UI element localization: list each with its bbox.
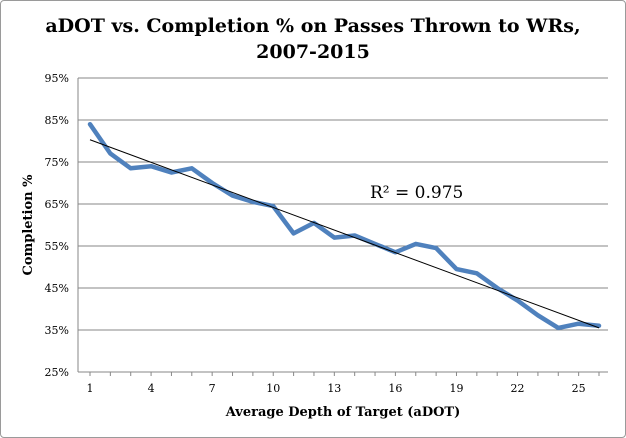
y-tick-label: 25% bbox=[45, 366, 69, 379]
x-tick-label: 25 bbox=[572, 382, 586, 395]
r-squared-annotation: R² = 0.975 bbox=[370, 183, 463, 203]
x-tick-label: 1 bbox=[87, 382, 94, 395]
y-tick-label: 35% bbox=[45, 324, 69, 337]
x-axis-title: Average Depth of Target (aDOT) bbox=[225, 405, 461, 420]
x-tick-label: 19 bbox=[449, 382, 463, 395]
x-tick-label: 7 bbox=[209, 382, 216, 395]
y-tick-label: 85% bbox=[45, 114, 69, 127]
x-tick-label: 22 bbox=[511, 382, 525, 395]
x-tick-label: 4 bbox=[148, 382, 155, 395]
x-tick-label: 16 bbox=[388, 382, 402, 395]
y-axis-title: Completion % bbox=[21, 174, 36, 276]
chart-title-line2: 2007-2015 bbox=[256, 41, 370, 63]
chart-title: aDOT vs. Completion % on Passes Thrown t… bbox=[1, 13, 625, 65]
chart-title-line1: aDOT vs. Completion % on Passes Thrown t… bbox=[45, 15, 581, 37]
x-tick-label: 13 bbox=[327, 382, 341, 395]
x-tick-label: 10 bbox=[266, 382, 280, 395]
completion-series-line bbox=[87, 121, 602, 331]
y-tick-label: 65% bbox=[45, 198, 69, 211]
trendline bbox=[89, 139, 600, 329]
y-tick-label: 55% bbox=[45, 240, 69, 253]
y-tick-label: 95% bbox=[45, 72, 69, 85]
y-tick-label: 45% bbox=[45, 282, 69, 295]
y-tick-label: 75% bbox=[45, 156, 69, 169]
